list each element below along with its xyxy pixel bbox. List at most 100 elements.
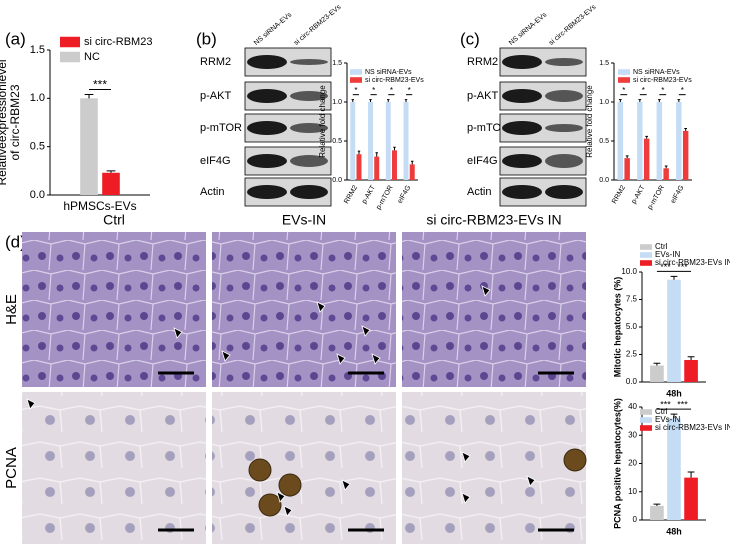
error-bar bbox=[84, 93, 94, 99]
blot-band bbox=[545, 58, 583, 66]
arrowhead bbox=[526, 475, 536, 487]
bar bbox=[624, 158, 630, 180]
blot-band bbox=[290, 185, 328, 199]
blot-band bbox=[545, 90, 583, 102]
error-bar bbox=[410, 160, 414, 165]
y-tick-label: 7.5 bbox=[626, 295, 638, 304]
legend-swatch bbox=[640, 425, 652, 431]
y-tick-label: 0.5 bbox=[30, 141, 45, 153]
blot-band bbox=[545, 124, 583, 132]
error-bar bbox=[687, 471, 695, 478]
blot-band bbox=[247, 121, 287, 135]
legend-swatch bbox=[640, 417, 652, 423]
error-bar bbox=[645, 135, 649, 139]
error-bar bbox=[684, 128, 688, 131]
blot-row-label: p-AKT bbox=[467, 90, 498, 102]
legend-label: EVs-IN bbox=[655, 250, 681, 259]
legend-label: si circ-RBM23-EVs bbox=[365, 77, 424, 84]
blot-band bbox=[290, 91, 328, 101]
bar bbox=[385, 102, 391, 180]
error-bar bbox=[618, 99, 622, 102]
legend-label: NS siRNA-EVs bbox=[633, 69, 680, 76]
y-tick-label: 2.5 bbox=[626, 350, 638, 359]
micrograph bbox=[212, 232, 396, 387]
micrograph bbox=[402, 392, 586, 544]
blot-row-label: Actin bbox=[200, 186, 224, 198]
arrowhead bbox=[283, 505, 293, 517]
error-bar bbox=[106, 170, 116, 173]
bar bbox=[356, 154, 362, 180]
blot-band bbox=[247, 154, 287, 168]
x-tick-label: RRM2 bbox=[611, 184, 627, 205]
blot-band bbox=[247, 55, 287, 69]
micrograph bbox=[402, 232, 586, 387]
legend-swatch bbox=[618, 69, 630, 75]
bar bbox=[403, 102, 409, 180]
blot-band bbox=[502, 89, 542, 103]
significance-label: *** bbox=[677, 399, 688, 409]
panel-label: (b) bbox=[196, 29, 217, 48]
error-bar bbox=[387, 99, 390, 102]
bar bbox=[80, 98, 98, 195]
blot-band bbox=[247, 89, 287, 103]
y-tick-label: 0.0 bbox=[599, 177, 609, 184]
arrowhead bbox=[341, 479, 351, 491]
y-tick-label: 10 bbox=[628, 487, 637, 496]
bar bbox=[643, 138, 650, 180]
x-tick-label: p-AKT bbox=[361, 184, 377, 205]
significance-label: * bbox=[681, 86, 684, 95]
micrograph-column-label: EVs-IN bbox=[282, 212, 326, 228]
y-tick-label: 5.0 bbox=[626, 322, 638, 331]
error-bar bbox=[687, 356, 695, 360]
blot-band bbox=[290, 59, 328, 65]
legend-label: NS siRNA-EVs bbox=[365, 69, 412, 76]
blot-band bbox=[502, 55, 542, 69]
error-bar bbox=[653, 503, 661, 506]
legend-swatch bbox=[640, 260, 652, 266]
bar bbox=[617, 102, 624, 180]
arrowhead bbox=[481, 285, 491, 297]
legend-swatch bbox=[350, 69, 362, 75]
legend-swatch bbox=[60, 36, 80, 48]
stained-nucleus bbox=[563, 448, 587, 472]
bar bbox=[650, 365, 664, 382]
blot-row-label: p-mTOR bbox=[467, 122, 509, 134]
y-axis-title: PCNA positive hepatocytes(%) bbox=[612, 398, 622, 529]
micrograph bbox=[212, 392, 396, 544]
y-tick-label: 1.0 bbox=[30, 92, 45, 104]
bar bbox=[409, 164, 415, 180]
y-tick-label: 1.0 bbox=[332, 99, 342, 106]
significance-label: *** bbox=[660, 399, 671, 409]
y-axis-title: of circ-RBM23 bbox=[8, 84, 22, 160]
micrograph-row-label: H&E bbox=[3, 294, 20, 325]
x-tick-label: p-mTOR bbox=[375, 184, 394, 211]
significance-label: * bbox=[390, 86, 393, 95]
significance-label: * bbox=[661, 86, 664, 95]
x-tick-label: p-AKT bbox=[631, 184, 647, 205]
bar bbox=[650, 505, 664, 520]
blot-column-label: si circ-RBM23-EVs bbox=[548, 4, 598, 47]
significance-label: *** bbox=[660, 262, 671, 272]
blot-band bbox=[290, 155, 328, 167]
stained-nucleus bbox=[248, 458, 272, 482]
arrowhead bbox=[336, 353, 346, 365]
blot-band bbox=[502, 154, 542, 168]
legend-swatch bbox=[60, 51, 80, 63]
x-tick-label: 48h bbox=[666, 526, 682, 536]
significance-label: * bbox=[372, 86, 375, 95]
y-tick-label: 1.5 bbox=[30, 44, 45, 56]
arrowhead bbox=[461, 492, 471, 504]
y-tick-label: 0 bbox=[633, 515, 638, 524]
blot-band bbox=[502, 185, 542, 199]
bar bbox=[684, 360, 698, 382]
legend-label: si circ-RBM23-EVs bbox=[633, 77, 692, 84]
error-bar bbox=[677, 99, 681, 102]
y-tick-label: 0.5 bbox=[332, 138, 342, 145]
significance-label: * bbox=[408, 86, 411, 95]
y-tick-label: 0.0 bbox=[626, 377, 638, 386]
bar bbox=[667, 418, 681, 520]
significance-label: * bbox=[622, 86, 625, 95]
x-tick-label: eIF4G bbox=[670, 184, 686, 204]
legend-label: si circ-RBM23 bbox=[84, 36, 152, 48]
